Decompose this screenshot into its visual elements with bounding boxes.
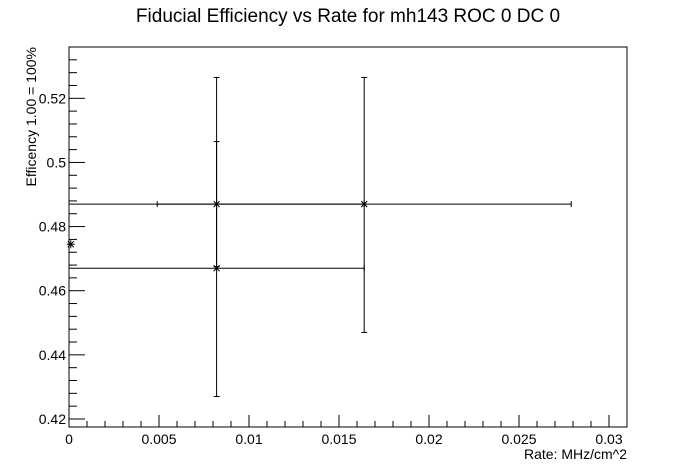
y-tick-label: 0.46 (39, 283, 66, 299)
y-axis-ticks (69, 46, 85, 420)
y-axis-title: Efficency 1.00 = 100% (23, 47, 39, 186)
x-tick-label: 0 (65, 431, 73, 447)
data-point (68, 141, 365, 398)
y-axis-tick-labels: 0.42 0.44 0.46 0.48 0.5 0.52 (39, 90, 66, 427)
y-tick-label: 0.48 (39, 219, 66, 235)
y-tick-label: 0.5 (47, 154, 67, 170)
x-tick-label: 0.015 (321, 431, 356, 447)
x-axis-tick-labels: 0 0.005 0.01 0.015 0.02 0.025 0.03 (65, 431, 623, 447)
x-tick-label: 0.02 (415, 431, 442, 447)
x-tick-label: 0.03 (595, 431, 622, 447)
chart-title: Fiducial Efficiency vs Rate for mh143 RO… (136, 6, 560, 27)
data-point (156, 76, 572, 333)
x-axis-title: Rate: MHz/cm^2 (524, 446, 627, 462)
x-tick-label: 0.005 (141, 431, 176, 447)
x-tick-label: 0.01 (235, 431, 262, 447)
y-tick-label: 0.44 (39, 347, 66, 363)
star-marker (66, 240, 75, 249)
x-marker (213, 264, 220, 272)
x-marker (360, 200, 368, 208)
plot-frame (68, 46, 628, 428)
data-points (66, 76, 572, 398)
y-tick-label: 0.42 (39, 411, 66, 427)
data-point (66, 240, 75, 249)
x-tick-label: 0.025 (501, 431, 536, 447)
x-axis-ticks (68, 415, 628, 427)
y-tick-label: 0.52 (39, 90, 66, 106)
